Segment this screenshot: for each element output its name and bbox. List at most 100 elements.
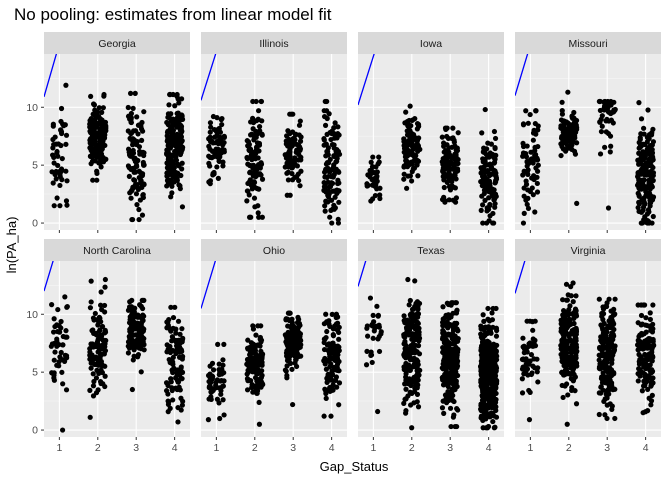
- data-point: [478, 403, 484, 409]
- data-point: [444, 379, 450, 386]
- data-point: [560, 329, 566, 335]
- x-tick-label: 2: [409, 442, 415, 454]
- data-point: [63, 141, 69, 147]
- data-point: [569, 146, 575, 153]
- data-point: [57, 182, 63, 189]
- data-point: [100, 346, 107, 352]
- data-point: [608, 143, 614, 149]
- data-point: [558, 152, 564, 159]
- data-point: [140, 191, 146, 198]
- data-point: [207, 129, 213, 135]
- data-point: [334, 327, 341, 333]
- data-point: [137, 122, 144, 129]
- data-point: [206, 153, 212, 159]
- data-point: [294, 351, 301, 357]
- data-point: [604, 329, 610, 335]
- data-point: [404, 185, 410, 191]
- data-point: [287, 334, 294, 340]
- data-point: [488, 164, 495, 170]
- data-point: [180, 398, 186, 404]
- data-point: [559, 337, 565, 343]
- data-point: [479, 348, 485, 354]
- data-point: [567, 138, 573, 145]
- data-point: [560, 146, 566, 152]
- data-point: [530, 137, 536, 143]
- facet-strip: [358, 239, 504, 261]
- data-point: [520, 335, 526, 341]
- data-point: [439, 134, 445, 140]
- data-point: [524, 159, 530, 165]
- data-point: [329, 368, 335, 374]
- data-point: [92, 150, 99, 156]
- data-point: [257, 369, 263, 375]
- data-point: [253, 151, 259, 157]
- facet-label: Iowa: [420, 38, 442, 50]
- data-point: [214, 164, 220, 170]
- data-point: [601, 105, 607, 111]
- facet-missouri: Missouri: [515, 32, 661, 233]
- data-point: [179, 112, 185, 118]
- data-point: [54, 195, 60, 201]
- data-point: [415, 173, 421, 179]
- data-point: [480, 383, 486, 389]
- data-point: [63, 168, 69, 174]
- data-point: [450, 364, 456, 370]
- data-point: [603, 118, 609, 124]
- data-point: [485, 140, 491, 146]
- data-point: [406, 128, 412, 134]
- data-point: [93, 330, 99, 336]
- data-point: [217, 415, 223, 422]
- data-point: [524, 201, 530, 208]
- data-point: [493, 333, 500, 339]
- data-point: [173, 157, 180, 163]
- data-point: [487, 414, 493, 420]
- facet-label: Texas: [417, 245, 444, 257]
- data-point: [94, 109, 101, 115]
- data-point: [451, 333, 457, 339]
- data-point: [327, 129, 333, 136]
- data-point: [612, 415, 618, 422]
- data-point: [644, 363, 650, 370]
- data-point: [173, 374, 179, 381]
- data-point: [164, 129, 171, 136]
- data-point: [489, 310, 495, 316]
- data-point: [51, 203, 57, 209]
- data-point: [58, 105, 65, 112]
- data-point: [126, 345, 133, 351]
- data-point: [603, 129, 609, 135]
- data-point: [403, 347, 409, 354]
- data-point: [166, 102, 172, 108]
- data-point: [64, 178, 70, 184]
- data-point: [89, 356, 95, 362]
- data-point: [336, 368, 342, 374]
- facet-label: Ohio: [263, 245, 285, 257]
- data-point: [244, 356, 251, 363]
- data-point: [402, 396, 408, 402]
- data-point: [63, 132, 70, 138]
- data-point: [324, 148, 330, 155]
- data-point: [403, 158, 409, 164]
- data-point: [492, 145, 498, 152]
- data-point: [252, 358, 258, 364]
- data-point: [401, 176, 407, 182]
- data-point: [289, 347, 295, 353]
- data-point: [441, 184, 447, 191]
- data-point: [636, 208, 642, 215]
- facet-strip: [201, 32, 347, 54]
- data-point: [523, 178, 529, 184]
- data-point: [258, 378, 264, 385]
- data-point: [55, 306, 61, 313]
- data-point: [141, 335, 147, 342]
- data-point: [322, 208, 328, 214]
- data-point: [446, 160, 452, 166]
- data-point: [574, 140, 580, 146]
- data-point: [336, 380, 343, 386]
- data-point: [246, 141, 252, 148]
- data-point: [440, 345, 446, 351]
- facet-strip: [358, 32, 504, 54]
- data-point: [336, 402, 342, 408]
- data-point: [248, 340, 255, 346]
- data-point: [128, 153, 134, 159]
- data-point: [650, 126, 656, 132]
- data-point: [530, 327, 536, 333]
